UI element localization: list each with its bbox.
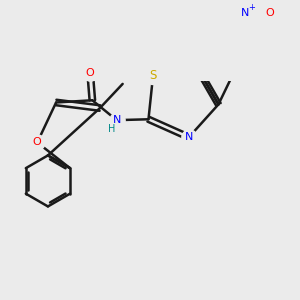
Text: S: S	[149, 69, 157, 82]
Text: N: N	[241, 8, 250, 18]
Text: H: H	[108, 124, 115, 134]
Text: N: N	[185, 132, 193, 142]
Text: N: N	[112, 115, 121, 125]
Text: O: O	[33, 137, 42, 148]
Text: +: +	[248, 3, 255, 12]
Text: O: O	[265, 8, 274, 18]
Text: O: O	[86, 68, 94, 78]
